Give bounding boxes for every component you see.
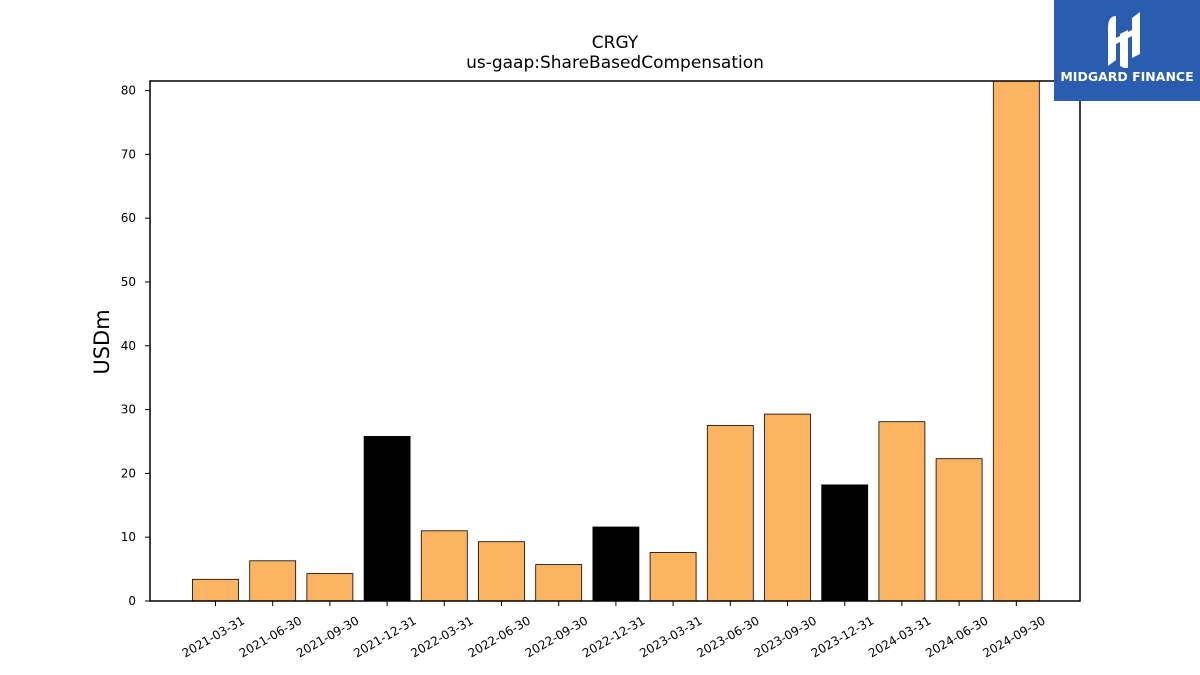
x-tick-label: 2023-06-30 (694, 613, 761, 660)
y-tick-label: 20 (121, 466, 136, 480)
x-tick-label: 2022-06-30 (466, 613, 533, 660)
bar-2022-06-30 (478, 541, 525, 602)
x-tick-label: 2021-06-30 (237, 613, 304, 660)
y-tick-label: 30 (121, 403, 136, 417)
y-tick-label: 10 (121, 530, 136, 544)
bar-2022-12-31 (592, 526, 640, 602)
bar-2021-12-31 (363, 435, 411, 602)
x-tick-label: 2024-03-31 (866, 613, 933, 660)
midgard-finance-logo: MIDGARD FINANCE (1054, 0, 1200, 101)
bar-2022-09-30 (535, 564, 583, 602)
bar-2021-03-31 (192, 578, 239, 602)
y-axis-label: USDm (90, 309, 114, 374)
y-ticks-group: 0 10 20 30 40 50 60 70 80 (121, 84, 150, 608)
x-tick-label: 2023-03-31 (637, 613, 704, 660)
bars-group (192, 80, 1040, 602)
bar-2022-03-31 (420, 530, 468, 602)
y-tick-label: 0 (128, 594, 136, 608)
logo-text: MIDGARD FINANCE (1060, 69, 1194, 84)
plot-frame (149, 80, 1081, 602)
x-tick-label: 2024-09-30 (980, 613, 1047, 660)
x-ticks-group: 2021-03-312021-06-302021-09-302021-12-31… (180, 601, 1048, 660)
bar-2023-06-30 (706, 425, 754, 602)
x-tick-label: 2021-09-30 (294, 613, 361, 660)
x-tick-label: 2021-03-31 (180, 613, 247, 660)
chart-subtitle: us-gaap:ShareBasedCompensation (466, 53, 764, 73)
x-tick-label: 2023-09-30 (752, 613, 819, 660)
y-tick-label: 50 (121, 275, 136, 289)
bar-2023-09-30 (764, 413, 811, 602)
x-tick-label: 2023-12-31 (809, 613, 876, 660)
y-tick-label: 40 (121, 339, 136, 353)
bar-2024-03-31 (878, 421, 926, 602)
y-tick-label: 60 (121, 211, 136, 225)
x-tick-label: 2024-06-30 (923, 613, 990, 660)
midgard-logo-icon (1108, 12, 1140, 68)
y-tick-label: 70 (121, 147, 136, 161)
x-tick-label: 2022-03-31 (408, 613, 475, 660)
bar-2024-09-30 (992, 80, 1040, 602)
y-tick-label: 80 (121, 84, 136, 98)
bar-2024-06-30 (935, 458, 983, 602)
bar-2021-09-30 (306, 573, 354, 602)
x-tick-label: 2022-12-31 (580, 613, 647, 660)
bar-2023-03-31 (649, 552, 697, 602)
x-tick-label: 2022-09-30 (523, 613, 590, 660)
bar-2021-06-30 (249, 560, 297, 602)
bar-2023-12-31 (821, 484, 869, 602)
x-tick-label: 2021-12-31 (351, 613, 418, 660)
chart-title: CRGY (592, 33, 639, 53)
